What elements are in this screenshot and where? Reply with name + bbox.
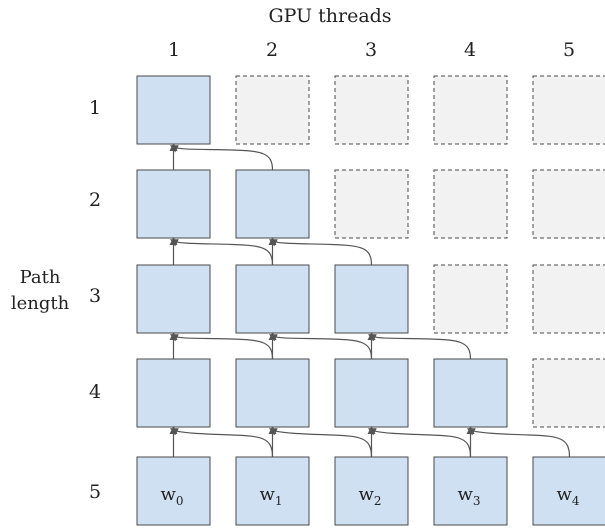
diagonal-arrow: [169, 428, 274, 458]
inactive-cell: [334, 75, 409, 145]
inactive-cell: [433, 264, 508, 334]
inactive-cell: [235, 75, 310, 145]
active-cell: [235, 358, 310, 428]
side-label-line: Path: [20, 267, 61, 288]
weight-base: w: [457, 484, 473, 505]
active-cell: [433, 358, 508, 428]
row-label: 4: [89, 381, 101, 403]
dependency-arrows: [169, 143, 571, 458]
inactive-cell: [532, 169, 605, 239]
weight-subscript: 4: [572, 494, 580, 508]
weight-label: w2: [358, 484, 381, 508]
weight-base: w: [160, 484, 176, 505]
row-label: 2: [89, 189, 101, 211]
row-labels: 1 2 3 4 5: [89, 97, 101, 503]
active-cell: [136, 169, 211, 239]
inactive-cell: [433, 75, 508, 145]
weight-subscript: 0: [176, 494, 184, 508]
diagonal-arrow: [169, 334, 274, 360]
active-cell: [334, 264, 409, 334]
active-cell: [136, 456, 211, 526]
column-label: 1: [168, 39, 180, 61]
diagonal-arrow: [268, 428, 373, 458]
row-label: 1: [89, 97, 101, 119]
weight-subscript: 1: [275, 494, 283, 508]
column-label: 3: [365, 39, 377, 61]
inactive-cell: [532, 358, 605, 428]
diagonal-arrow: [268, 239, 373, 266]
diagonal-arrow: [367, 428, 472, 458]
weight-label: w4: [556, 484, 579, 508]
column-labels: 1 2 3 4 5: [168, 39, 575, 61]
column-label: 4: [464, 39, 476, 61]
diagonal-arrow: [466, 428, 571, 458]
diagonal-arrow: [169, 239, 274, 266]
weight-labels: w0 w1 w2 w3 w4: [160, 484, 579, 508]
diagonal-arrow: [367, 334, 472, 360]
weight-base: w: [259, 484, 275, 505]
weight-label: w3: [457, 484, 480, 508]
inactive-cell: [334, 169, 409, 239]
column-label: 2: [266, 39, 278, 61]
active-cell: [136, 75, 211, 145]
active-cell: [235, 169, 310, 239]
active-cell: [433, 456, 508, 526]
active-cell: [334, 358, 409, 428]
column-label: 5: [563, 39, 575, 61]
weight-label: w0: [160, 484, 183, 508]
weight-subscript: 2: [374, 494, 382, 508]
diagonal-arrow: [268, 334, 373, 360]
active-cell: [136, 358, 211, 428]
active-cell: [532, 456, 605, 526]
inactive-cell: [433, 169, 508, 239]
side-label-line: length: [11, 293, 70, 314]
row-label: 3: [89, 285, 101, 307]
weight-base: w: [358, 484, 374, 505]
inactive-cell: [532, 75, 605, 145]
weight-base: w: [556, 484, 572, 505]
cell-grid: [136, 75, 605, 526]
inactive-cell: [532, 264, 605, 334]
diagonal-arrow: [169, 145, 274, 171]
active-cell: [235, 456, 310, 526]
path-length-label: Path length: [11, 267, 70, 314]
active-cell: [136, 264, 211, 334]
active-cell: [235, 264, 310, 334]
weight-label: w1: [259, 484, 282, 508]
diagram-title: GPU threads: [268, 5, 391, 27]
weight-subscript: 3: [473, 494, 481, 508]
row-label: 5: [89, 481, 101, 503]
